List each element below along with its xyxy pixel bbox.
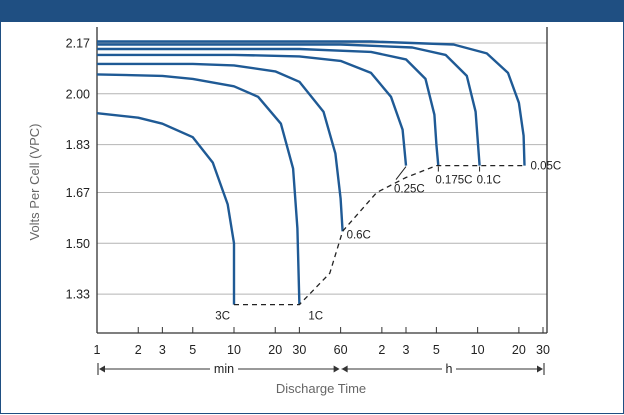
header-bar [1, 1, 624, 22]
unit-h-label: h [446, 362, 453, 376]
y-tick-label: 2.00 [66, 87, 90, 101]
x-tick-label: 30 [536, 343, 550, 357]
y-tick-label: 1.67 [66, 186, 90, 200]
y-tick-label: 1.33 [66, 288, 90, 302]
curve-label-3C: 3C [215, 311, 230, 323]
y-tick-labels: 1.33 1.50 1.67 1.83 2.00 2.17 [66, 36, 90, 301]
x-tick-label: 5 [189, 343, 196, 357]
x-tick-label: 3 [403, 343, 410, 357]
curve-0_05C [97, 40, 526, 166]
arrowhead [341, 365, 348, 373]
curve-label-1C: 1C [308, 311, 323, 323]
x-tick-label: 20 [268, 343, 282, 357]
y-tick-label: 1.83 [66, 138, 90, 152]
arrowhead [333, 365, 340, 373]
curve-0_175C [97, 47, 440, 166]
x-axis-title: Discharge Time [276, 381, 366, 396]
x-tick-labels: 1 2 3 5 10 20 30 60 2 3 5 10 20 30 [94, 327, 550, 357]
x-tick-label: 10 [227, 343, 241, 357]
y-tick-label: 2.17 [66, 36, 90, 50]
curve-labels: 3C 1C 0.6C 0.25C 0.175C 0.1C 0.05C [215, 161, 561, 323]
curve-label-0_6C: 0.6C [347, 229, 371, 241]
x-tick-label: 10 [471, 343, 485, 357]
curve-0_6C [97, 62, 344, 232]
curve-1C [96, 73, 301, 305]
axes [96, 27, 548, 334]
x-tick-label: 2 [135, 343, 142, 357]
y-axis-title: Volts Per Cell (VPC) [27, 123, 42, 240]
x-tick-label: 30 [292, 343, 306, 357]
curve-3C [96, 112, 236, 305]
x-tick-label: 60 [334, 343, 348, 357]
curve-label-0_1C: 0.1C [477, 175, 501, 187]
leader-line [395, 166, 407, 180]
x-tick-label: 3 [159, 343, 166, 357]
curve-label-0_25C: 0.25C [394, 184, 425, 196]
curve-0_25C [97, 53, 408, 166]
x-tick-label: 20 [512, 343, 526, 357]
end-voltage-line [234, 164, 525, 306]
curve-0_1C [97, 43, 481, 166]
discharge-curves [96, 40, 526, 306]
time-unit-brackets: min h [97, 362, 545, 376]
y-tick-label: 1.50 [66, 237, 90, 251]
x-tick-label: 2 [378, 343, 385, 357]
arrowhead [99, 365, 105, 373]
x-tick-label: 5 [433, 343, 440, 357]
arrowhead [537, 365, 543, 373]
unit-min-label: min [214, 362, 234, 376]
curve-label-0_175C: 0.175C [435, 175, 472, 187]
curve-label-0_05C: 0.05C [531, 161, 562, 173]
x-tick-label: 1 [94, 343, 101, 357]
